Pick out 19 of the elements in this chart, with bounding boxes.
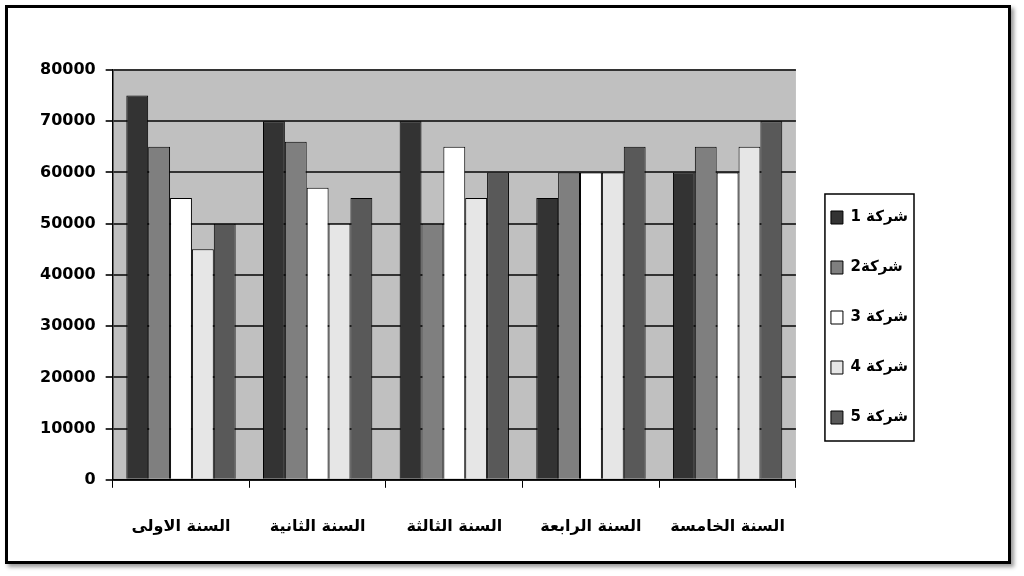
x-tick-label: السنة الثانية xyxy=(269,515,366,535)
legend-label: شركة 1 xyxy=(850,207,908,226)
x-tick-label: السنة الخامسة xyxy=(670,515,785,535)
y-tick-label: 10000 xyxy=(39,417,96,437)
legend-label: شركة 5 xyxy=(850,407,908,426)
x-tick-label: السنة الرابعة xyxy=(540,515,642,535)
y-tick-label: 0 xyxy=(84,468,96,488)
y-tick-label: 30000 xyxy=(39,315,96,335)
legend-label: شركة 4 xyxy=(850,357,908,376)
legend-label: شركة 3 xyxy=(850,307,908,326)
x-tick-label: السنة الاولى xyxy=(131,515,231,535)
y-tick-label: 20000 xyxy=(39,366,96,386)
legend-label: شركة2 xyxy=(850,257,903,276)
y-tick-label: 60000 xyxy=(39,161,96,181)
x-tick-label: السنة الثالثة xyxy=(406,515,503,535)
y-tick-label: 80000 xyxy=(39,59,96,79)
y-tick-label: 50000 xyxy=(39,212,96,232)
y-tick-label: 70000 xyxy=(39,110,96,130)
y-tick-label: 40000 xyxy=(39,264,96,284)
